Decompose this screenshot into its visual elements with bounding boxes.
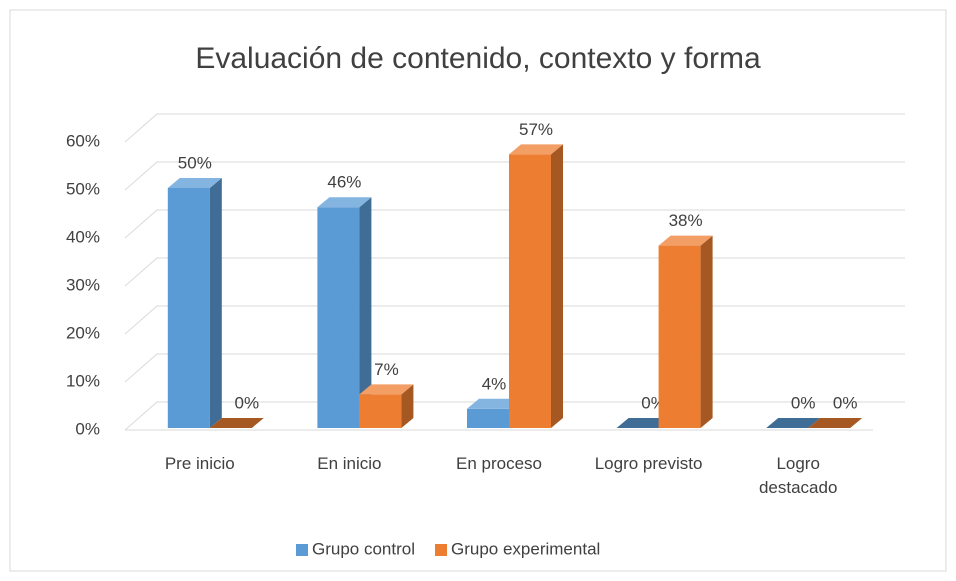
legend-swatch (296, 544, 308, 556)
bar (209, 418, 264, 428)
bar (658, 235, 713, 428)
bar-face (658, 235, 713, 246)
bar-face (467, 408, 509, 428)
bar-face (359, 197, 372, 428)
bar-face (401, 384, 414, 428)
bar-face (167, 188, 210, 428)
bar-face (766, 418, 821, 428)
bar (167, 178, 222, 428)
bar (359, 384, 414, 428)
y-tick-label: 40% (66, 227, 100, 246)
data-label: 57% (519, 120, 553, 139)
y-tick-label: 30% (66, 275, 100, 294)
bar-face (551, 144, 563, 428)
chart-title: Evaluación de contenido, contexto y form… (195, 42, 761, 75)
bar (766, 418, 821, 428)
grid-line (124, 209, 905, 239)
chart-border (9, 9, 947, 572)
data-label: 0% (235, 393, 260, 412)
y-tick-label: 60% (66, 131, 100, 150)
x-tick-label: Logro destacado (758, 454, 838, 497)
data-label: 38% (669, 211, 703, 230)
grid-line (124, 161, 905, 191)
bar (616, 418, 671, 428)
x-tick-label: Pre inicio (164, 454, 235, 473)
bar-face (167, 178, 222, 188)
data-label: 46% (327, 173, 361, 192)
data-label: 7% (374, 360, 399, 379)
bar-face (359, 384, 414, 395)
legend-label: Grupo control (312, 539, 415, 558)
bar-face (509, 144, 563, 155)
bar-face (359, 394, 402, 428)
bar-face (209, 178, 222, 428)
data-label: 0% (833, 393, 858, 412)
grid-line (124, 113, 905, 143)
data-label: 4% (482, 374, 507, 393)
bar-face (467, 398, 521, 409)
bar-face (317, 207, 360, 428)
y-tick-label: 0% (75, 419, 100, 438)
bar (808, 418, 863, 428)
data-label: 50% (178, 153, 212, 172)
bar (317, 197, 372, 428)
legend-swatch (435, 544, 447, 556)
grid-line (124, 305, 905, 335)
bar-face (209, 418, 264, 428)
legend-label: Grupo experimental (451, 539, 600, 558)
y-tick-label: 50% (66, 179, 100, 198)
bar-face (616, 418, 671, 428)
bar-face (317, 197, 372, 208)
bar-face (808, 418, 863, 428)
y-tick-label: 10% (66, 371, 100, 390)
grid-line (124, 257, 905, 287)
bar-face (700, 235, 713, 428)
bar (509, 144, 563, 428)
bar-face (509, 154, 551, 428)
grid-line (124, 353, 905, 383)
x-tick-label: En inicio (317, 454, 382, 473)
x-tick-label: En proceso (456, 454, 542, 473)
grid-line (124, 401, 905, 431)
data-label: 0% (791, 393, 816, 412)
y-tick-label: 20% (66, 323, 100, 342)
bar-face (658, 245, 701, 428)
x-tick-label: Logro previsto (594, 454, 703, 473)
